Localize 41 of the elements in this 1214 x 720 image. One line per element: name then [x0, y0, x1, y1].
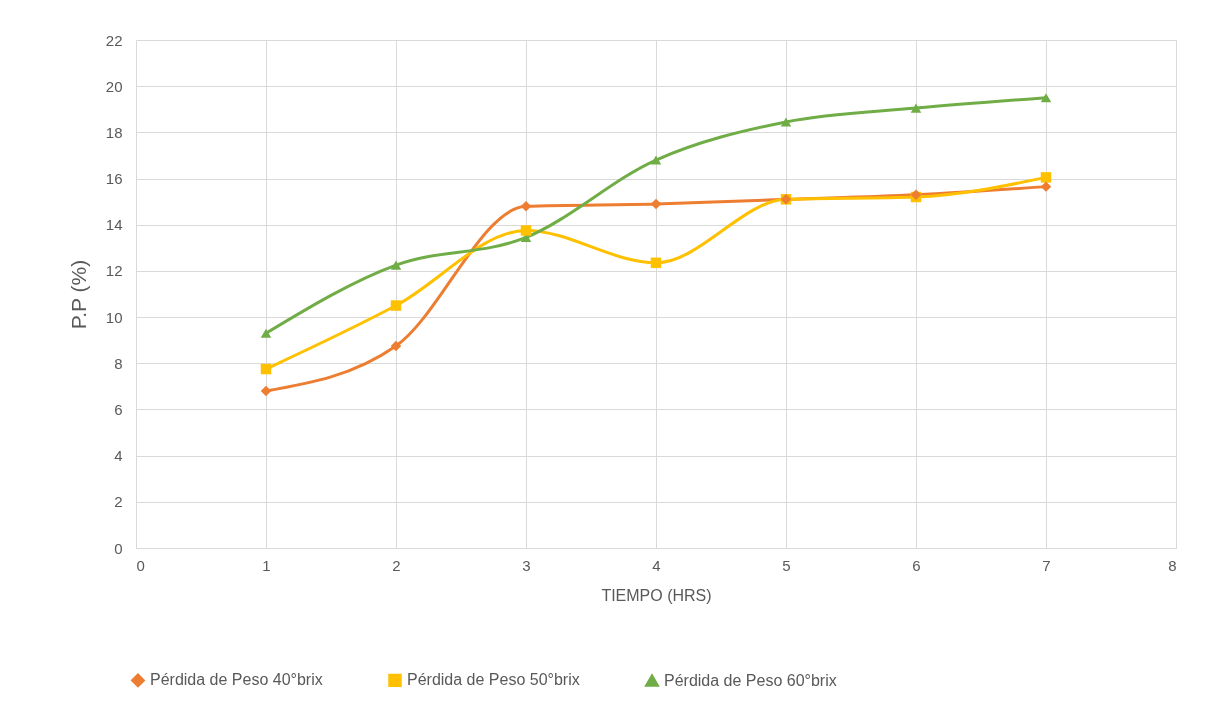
point: [390, 340, 402, 352]
x-tick-label: 4: [652, 556, 661, 574]
point: [260, 385, 272, 397]
point: [390, 260, 402, 270]
point: [520, 201, 532, 212]
y-tick-label: 0: [114, 539, 123, 557]
y-tick-label: 18: [105, 123, 123, 141]
y-tick-label: 4: [114, 447, 123, 465]
y-tick-label: 20: [105, 77, 123, 95]
y-tick-label: 16: [105, 170, 123, 188]
point: [390, 300, 402, 311]
legend-label: Pérdida de Peso 40°brix: [150, 671, 323, 689]
x-tick-label: 6: [912, 556, 921, 574]
point: [910, 103, 922, 113]
y-tick-label: 10: [105, 308, 123, 326]
x-tick-label: 8: [1168, 556, 1177, 574]
legend-label: Pérdida de Peso 50°brix: [407, 671, 580, 689]
point: [1040, 181, 1052, 192]
point: [260, 328, 272, 338]
y-tick-label: 22: [105, 31, 123, 49]
point: [1040, 93, 1052, 103]
y-tick-label: 14: [105, 216, 123, 234]
point: [1040, 172, 1052, 183]
x-tick-label: 3: [522, 556, 531, 574]
y-tick-label: 2: [114, 493, 123, 511]
x-axis-title: TIEMPO (HRS): [601, 586, 712, 604]
y-tick-label: 12: [105, 262, 123, 280]
point: [650, 257, 662, 269]
y-tick-label: 6: [114, 400, 123, 418]
x-tick-label: 0: [136, 556, 145, 574]
legend-label: Pérdida de Peso 60°brix: [664, 671, 837, 689]
y-axis-title: P.P (%): [66, 259, 90, 330]
x-tick-label: 5: [782, 556, 791, 574]
point: [780, 117, 792, 127]
y-tick-label: 8: [114, 354, 123, 372]
x-tick-label: 2: [392, 556, 401, 574]
point: [260, 363, 272, 375]
x-tick-label: 7: [1042, 556, 1051, 574]
x-tick-label: 1: [262, 556, 271, 574]
point: [520, 225, 532, 236]
point: [650, 155, 662, 165]
